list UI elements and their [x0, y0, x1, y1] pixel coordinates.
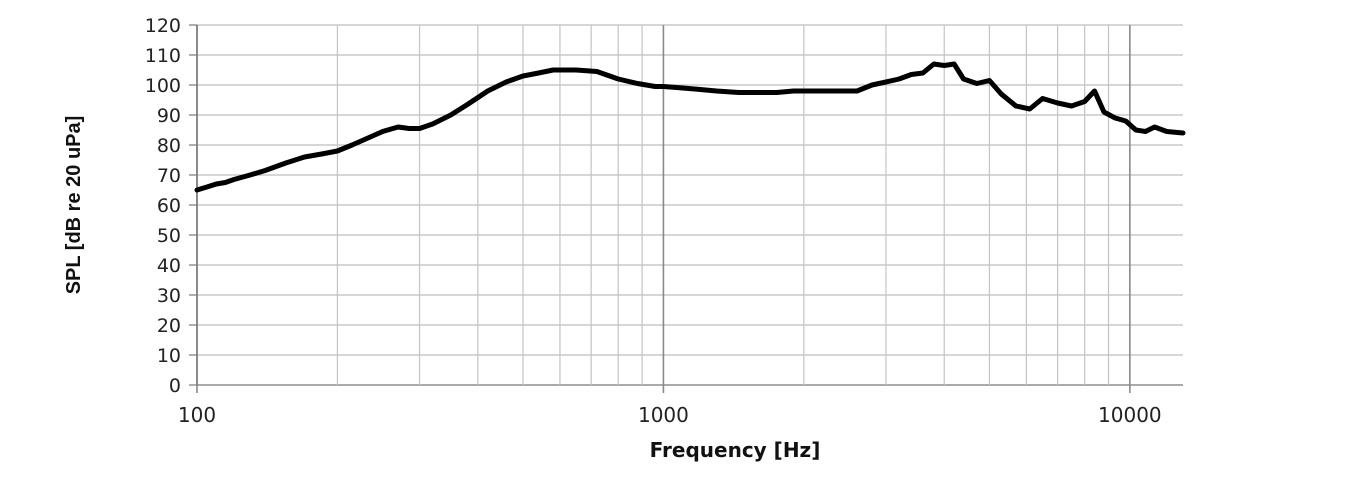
y-tick-label: 10 — [157, 345, 181, 367]
y-tick-label: 0 — [169, 375, 181, 397]
y-tick-label: 50 — [157, 225, 181, 247]
y-tick-label: 80 — [157, 135, 181, 157]
y-tick-label: 120 — [145, 15, 181, 37]
y-tick-label: 30 — [157, 285, 181, 307]
y-tick-label: 110 — [145, 45, 181, 67]
y-tick-label: 100 — [145, 75, 181, 97]
y-tick-label: 60 — [157, 195, 181, 217]
x-tick-label: 1000 — [638, 403, 689, 427]
y-axis-label: SPL [dB re 20 uPa] — [63, 116, 85, 295]
grid-lines — [189, 24, 1183, 393]
x-tick-labels: 100 1000 10000 — [178, 403, 1162, 427]
x-axis-label: Frequency [Hz] — [650, 438, 821, 462]
y-tick-label: 90 — [157, 105, 181, 127]
y-tick-label: 70 — [157, 165, 181, 187]
y-tick-label: 40 — [157, 255, 181, 277]
y-tick-labels: 0 10 20 30 40 50 60 70 80 90 100 110 120 — [145, 15, 181, 397]
y-tick-label: 20 — [157, 315, 181, 337]
x-tick-label: 10000 — [1098, 403, 1162, 427]
x-tick-label: 100 — [178, 403, 216, 427]
spl-response-curve — [194, 61, 1186, 193]
